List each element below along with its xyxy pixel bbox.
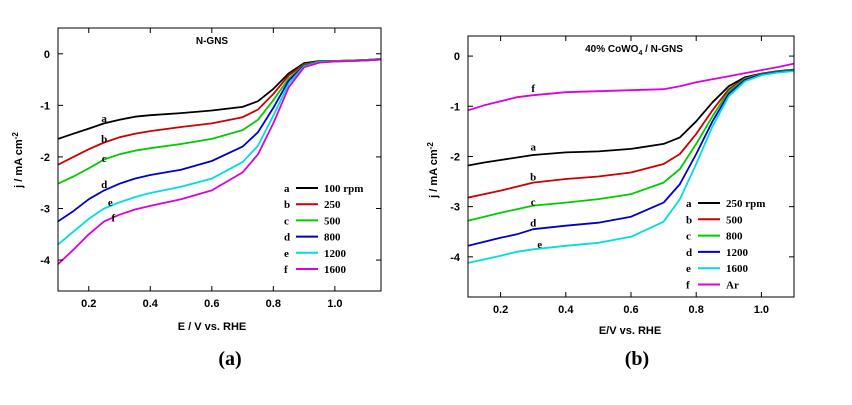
series-line-a: [468, 68, 794, 167]
y-tick-label: -2: [40, 152, 50, 164]
legend-key-a: a: [284, 183, 290, 195]
legend-key-e: e: [686, 263, 691, 275]
curve-label-b: b: [530, 172, 536, 184]
x-axis-title-a: E / V vs. RHE: [178, 321, 246, 333]
x-tick-label: 0.8: [266, 298, 281, 310]
x-tick-label: 0.4: [558, 304, 574, 316]
series-line-a: [58, 58, 381, 140]
x-tick-label: 1.0: [754, 304, 769, 316]
legend-key-d: d: [686, 247, 692, 259]
y-axis-title-b: j / mA cm-2: [426, 142, 440, 199]
x-tick-label: 0.4: [143, 298, 159, 310]
legend-key-e: e: [284, 248, 289, 260]
legend-key-c: c: [284, 215, 289, 227]
legend-label-b: 250: [324, 199, 341, 211]
legend-label-f: Ar: [726, 280, 739, 292]
panel-label-a: (a): [218, 348, 241, 370]
curve-label-d: d: [530, 218, 536, 230]
series-line-b: [58, 58, 381, 166]
series-line-b: [468, 69, 794, 199]
curve-label-c: c: [531, 197, 536, 209]
series-line-f: [468, 62, 794, 112]
legend-key-f: f: [284, 264, 288, 276]
series-line-d: [468, 69, 794, 247]
legend-key-c: c: [686, 231, 691, 243]
chart-title-a: N-GNS: [196, 36, 229, 47]
legend-label-a: 100 rpm: [324, 183, 363, 195]
legend-label-e: 1600: [726, 263, 749, 275]
curve-label-e: e: [108, 197, 113, 209]
legend-key-b: b: [686, 214, 692, 226]
y-tick-label: 0: [454, 51, 460, 63]
legend-key-d: d: [284, 232, 290, 244]
legend-key-b: b: [284, 199, 290, 211]
legend-key-a: a: [686, 198, 692, 210]
legend-label-f: 1600: [324, 264, 347, 276]
series-line-f: [58, 58, 381, 265]
chart-title-b: 40% CoWO4 / N-GNS: [585, 44, 683, 57]
panel-label-b: (b): [625, 348, 649, 370]
y-tick-label: 0: [44, 49, 50, 61]
x-tick-label: 0.6: [623, 304, 638, 316]
legend-label-e: 1200: [324, 248, 347, 260]
x-tick-label: 0.6: [204, 298, 219, 310]
legend-label-b: 500: [726, 214, 743, 226]
x-tick-label: 0.8: [689, 304, 704, 316]
y-tick-label: -3: [450, 202, 460, 214]
curve-label-f: f: [112, 212, 116, 224]
legend-label-a: 250 rpm: [726, 198, 765, 210]
y-tick-label: -2: [450, 151, 460, 163]
curve-label-a: a: [101, 113, 107, 125]
curve-label-f: f: [531, 83, 535, 95]
curve-label-e: e: [537, 239, 542, 251]
curve-label-b: b: [101, 133, 107, 145]
y-tick-label: -4: [40, 255, 51, 267]
x-axis-title-b: E/V vs. RHE: [599, 325, 661, 337]
legend-label-d: 1200: [726, 247, 749, 259]
y-tick-label: -1: [450, 101, 460, 113]
y-tick-label: -3: [40, 203, 50, 215]
curve-label-c: c: [102, 153, 107, 165]
legend-key-f: f: [686, 280, 690, 292]
series-line-e: [468, 70, 794, 264]
x-tick-label: 0.2: [493, 304, 508, 316]
y-tick-label: -4: [450, 252, 461, 264]
legend-label-c: 800: [726, 231, 743, 243]
curve-label-a: a: [530, 141, 536, 153]
curve-label-d: d: [101, 179, 107, 191]
y-tick-label: -1: [40, 100, 50, 112]
x-tick-label: 1.0: [327, 298, 342, 310]
legend-label-d: 800: [324, 232, 341, 244]
plot-frame-a: [57, 27, 382, 292]
legend-label-c: 500: [324, 215, 341, 227]
x-tick-label: 0.2: [81, 298, 96, 310]
y-axis-title-a: j / mA cm-2: [11, 132, 25, 189]
